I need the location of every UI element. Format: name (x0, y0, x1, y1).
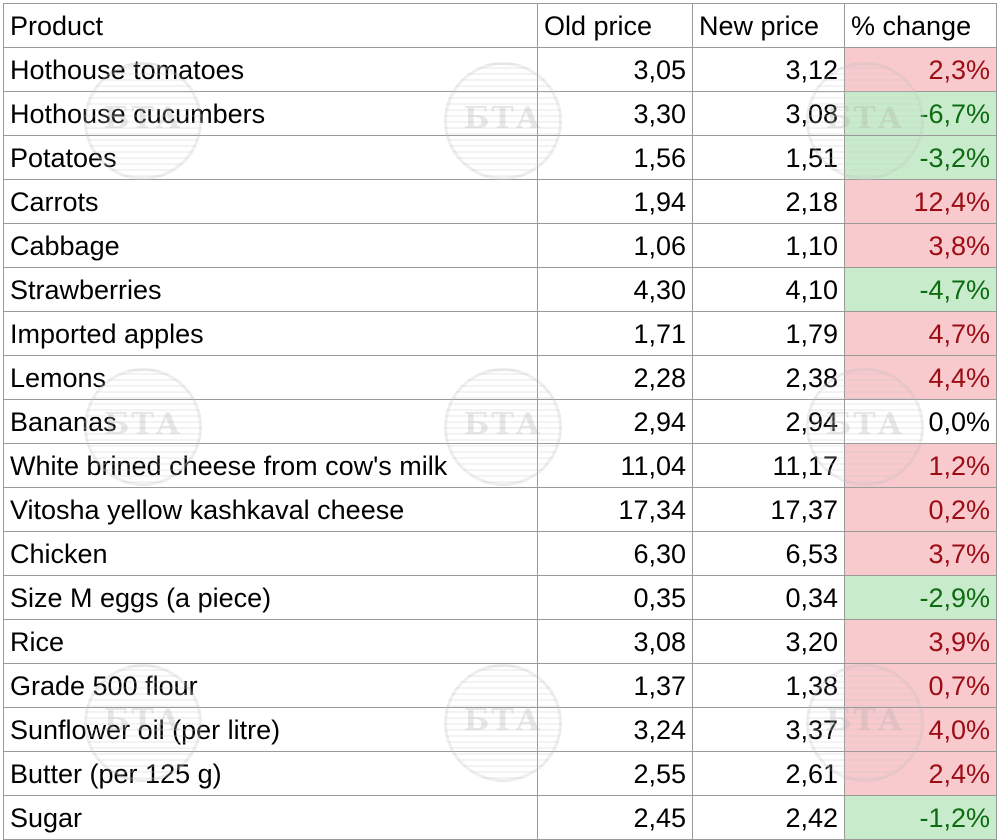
new-price-cell: 1,79 (692, 311, 845, 356)
percent-change-cell: 2,3% (844, 47, 997, 92)
new-price-cell: 6,53 (692, 531, 845, 576)
percent-change-cell: 12,4% (844, 179, 997, 224)
table-row: Lemons 2,28 2,38 4,4% (3, 355, 997, 400)
percent-change-cell: 3,9% (844, 619, 997, 664)
new-price-cell: 3,37 (692, 707, 845, 752)
product-cell: Rice (3, 619, 538, 664)
table-header-row: Product Old price New price % change (3, 3, 997, 48)
product-cell: Sunflower oil (per litre) (3, 707, 538, 752)
table-row: White brined cheese from cow's milk 11,04… (3, 443, 997, 488)
percent-change-cell: -6,7% (844, 91, 997, 136)
percent-change-cell: 4,0% (844, 707, 997, 752)
new-price-cell: 17,37 (692, 487, 845, 532)
percent-change-cell: 1,2% (844, 443, 997, 488)
product-cell: Carrots (3, 179, 538, 224)
product-cell: Vitosha yellow kashkaval cheese (3, 487, 538, 532)
product-cell: Hothouse cucumbers (3, 91, 538, 136)
new-price-cell: 3,12 (692, 47, 845, 92)
new-price-cell: 2,94 (692, 399, 845, 444)
old-price-cell: 11,04 (537, 443, 693, 488)
new-price-cell: 4,10 (692, 267, 845, 312)
new-price-cell: 3,20 (692, 619, 845, 664)
price-table-container: Product Old price New price % change Hot… (3, 3, 997, 840)
old-price-cell: 2,94 (537, 399, 693, 444)
percent-change-cell: 3,8% (844, 223, 997, 268)
old-price-cell: 1,71 (537, 311, 693, 356)
percent-change-cell: -2,9% (844, 575, 997, 620)
product-cell: Cabbage (3, 223, 538, 268)
header-product: Product (3, 3, 538, 48)
percent-change-cell: 0,7% (844, 663, 997, 708)
table-row: Hothouse cucumbers 3,30 3,08 -6,7% (3, 91, 997, 136)
old-price-cell: 3,30 (537, 91, 693, 136)
table-row: Hothouse tomatoes 3,05 3,12 2,3% (3, 47, 997, 92)
product-cell: Size M eggs (a piece) (3, 575, 538, 620)
new-price-cell: 2,42 (692, 795, 845, 840)
table-row: Sugar 2,45 2,42 -1,2% (3, 795, 997, 840)
header-percent-change: % change (844, 3, 997, 48)
old-price-cell: 2,55 (537, 751, 693, 796)
percent-change-cell: 3,7% (844, 531, 997, 576)
table-row: Chicken 6,30 6,53 3,7% (3, 531, 997, 576)
table-row: Cabbage 1,06 1,10 3,8% (3, 223, 997, 268)
table-row: Bananas 2,94 2,94 0,0% (3, 399, 997, 444)
old-price-cell: 2,45 (537, 795, 693, 840)
old-price-cell: 0,35 (537, 575, 693, 620)
percent-change-cell: 0,0% (844, 399, 997, 444)
product-cell: Grade 500 flour (3, 663, 538, 708)
old-price-cell: 3,08 (537, 619, 693, 664)
table-row: Strawberries 4,30 4,10 -4,7% (3, 267, 997, 312)
new-price-cell: 1,10 (692, 223, 845, 268)
new-price-cell: 0,34 (692, 575, 845, 620)
product-cell: Butter (per 125 g) (3, 751, 538, 796)
percent-change-cell: 4,4% (844, 355, 997, 400)
table-row: Vitosha yellow kashkaval cheese 17,34 17,3… (3, 487, 997, 532)
product-cell: Strawberries (3, 267, 538, 312)
product-cell: White brined cheese from cow's milk (3, 443, 538, 488)
new-price-cell: 2,18 (692, 179, 845, 224)
percent-change-cell: -1,2% (844, 795, 997, 840)
old-price-cell: 4,30 (537, 267, 693, 312)
table-row: Rice 3,08 3,20 3,9% (3, 619, 997, 664)
percent-change-cell: 0,2% (844, 487, 997, 532)
price-table: Product Old price New price % change Hot… (3, 3, 997, 840)
percent-change-cell: -3,2% (844, 135, 997, 180)
table-row: Carrots 1,94 2,18 12,4% (3, 179, 997, 224)
new-price-cell: 1,38 (692, 663, 845, 708)
table-row: Sunflower oil (per litre) 3,24 3,37 4,0% (3, 707, 997, 752)
percent-change-cell: 2,4% (844, 751, 997, 796)
new-price-cell: 1,51 (692, 135, 845, 180)
percent-change-cell: -4,7% (844, 267, 997, 312)
header-old-price: Old price (537, 3, 693, 48)
new-price-cell: 2,61 (692, 751, 845, 796)
new-price-cell: 2,38 (692, 355, 845, 400)
table-row: Potatoes 1,56 1,51 -3,2% (3, 135, 997, 180)
old-price-cell: 6,30 (537, 531, 693, 576)
old-price-cell: 1,37 (537, 663, 693, 708)
table-row: Size M eggs (a piece) 0,35 0,34 -2,9% (3, 575, 997, 620)
old-price-cell: 1,56 (537, 135, 693, 180)
product-cell: Imported apples (3, 311, 538, 356)
new-price-cell: 3,08 (692, 91, 845, 136)
new-price-cell: 11,17 (692, 443, 845, 488)
product-cell: Lemons (3, 355, 538, 400)
product-cell: Bananas (3, 399, 538, 444)
product-cell: Chicken (3, 531, 538, 576)
product-cell: Hothouse tomatoes (3, 47, 538, 92)
header-new-price: New price (692, 3, 845, 48)
product-cell: Potatoes (3, 135, 538, 180)
table-row: Butter (per 125 g) 2,55 2,61 2,4% (3, 751, 997, 796)
table-body: Hothouse tomatoes 3,05 3,12 2,3% Hothouse cu… (3, 47, 997, 840)
table-row: Imported apples 1,71 1,79 4,7% (3, 311, 997, 356)
old-price-cell: 17,34 (537, 487, 693, 532)
percent-change-cell: 4,7% (844, 311, 997, 356)
product-cell: Sugar (3, 795, 538, 840)
old-price-cell: 1,94 (537, 179, 693, 224)
old-price-cell: 3,24 (537, 707, 693, 752)
old-price-cell: 2,28 (537, 355, 693, 400)
old-price-cell: 1,06 (537, 223, 693, 268)
old-price-cell: 3,05 (537, 47, 693, 92)
table-row: Grade 500 flour 1,37 1,38 0,7% (3, 663, 997, 708)
